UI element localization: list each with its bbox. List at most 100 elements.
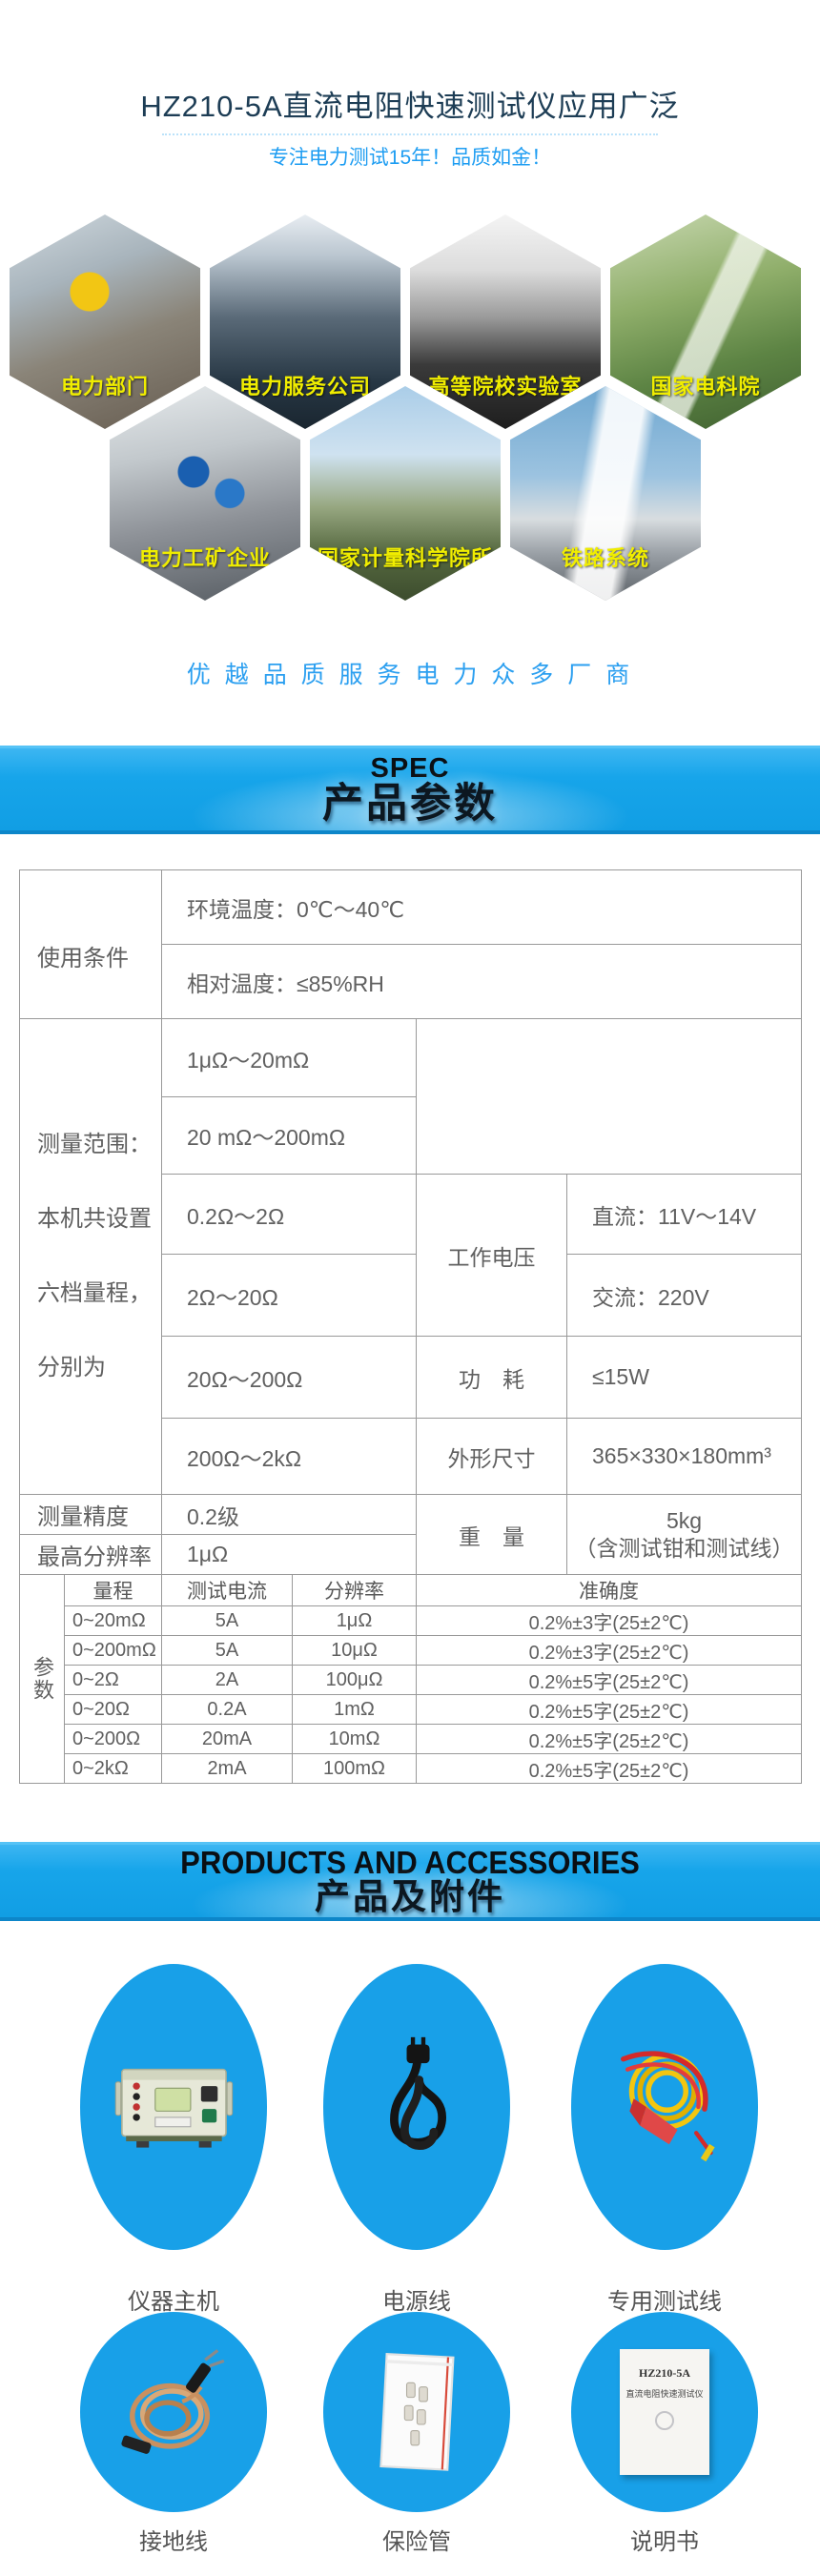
test-leads-image (620, 2051, 715, 2162)
range-value-4: 2Ω～20Ω (161, 1254, 417, 1337)
measure-range-line: 测量范围： (37, 1132, 152, 1157)
product-photo-manual: HZ210-5A 直流电阻快速测试仪 (571, 2312, 758, 2512)
cell-resolution: 1μΩ (292, 1605, 417, 1636)
cell-resolution: 100μΩ (292, 1665, 417, 1695)
power-label: 功 耗 (416, 1336, 567, 1419)
power-value: ≤15W (565, 1336, 803, 1419)
accuracy-label: 测量精度 (19, 1494, 162, 1535)
quality-tagline: 优 越 品 质 服 务 电 力 众 多 厂 商 (186, 662, 634, 688)
product-photo-fuses (323, 2312, 510, 2512)
cell-accuracy: 0.2%±5字(25±2℃) (416, 1694, 802, 1725)
table-row: 0~2Ω 2A 100μΩ 0.2%±5字(25±2℃) (20, 1665, 802, 1695)
env-temp-value: 环境温度：0℃～40℃ (160, 869, 803, 945)
cell-range: 0~2Ω (64, 1665, 162, 1695)
product-label-test-leads: 专用测试线 (607, 2289, 722, 2315)
cell-current: 2mA (161, 1753, 293, 1784)
product-label-power-cord: 电源线 (382, 2289, 451, 2315)
cell-range: 0~200mΩ (64, 1635, 162, 1666)
range-value-6: 200Ω～2kΩ (161, 1418, 417, 1495)
cell-range: 0~200Ω (64, 1724, 162, 1754)
hexagon-photo-power-department: 电力部门 (10, 215, 200, 429)
manual-subtitle: 直流电阻快速测试仪 (625, 2389, 704, 2399)
ground-wire-image (120, 2349, 224, 2454)
products-banner-cn: 产品及附件 (315, 1876, 505, 1916)
cell-resolution: 100mΩ (292, 1753, 417, 1784)
products-section-banner: PRODUCTS AND ACCESSORIES 产品及附件 (0, 1842, 820, 1921)
column-header-accuracy: 准确度 (416, 1574, 802, 1606)
hexagon-label: 电力工矿企业 (138, 546, 271, 570)
hexagon-photo-industrial-mining: 电力工矿企业 (110, 386, 300, 601)
weight-note: （含测试钳和测试线） (574, 1535, 794, 1561)
product-photo-test-leads (571, 1964, 758, 2250)
table-row: 0~200mΩ 5A 10μΩ 0.2%±3字(25±2℃) (20, 1635, 802, 1666)
dotted-divider (162, 133, 658, 135)
hexagon-label: 高等院校实验室 (428, 375, 583, 399)
range-value-3: 0.2Ω～2Ω (161, 1174, 417, 1255)
power-cord-image (389, 2036, 446, 2150)
column-header-range: 量程 (64, 1574, 162, 1606)
cell-current: 0.2A (161, 1694, 293, 1725)
cell-resolution: 10μΩ (292, 1635, 417, 1666)
product-label-ground-wire: 接地线 (139, 2529, 208, 2555)
weight-amount: 5kg (666, 1507, 703, 1533)
hexagon-label: 铁路系统 (561, 546, 649, 570)
cell-accuracy: 0.2%±5字(25±2℃) (416, 1724, 802, 1754)
usage-condition-label: 使用条件 (19, 869, 162, 1019)
measure-range-label: 测量范围： 本机共设置 六档量程， 分别为 (19, 1018, 162, 1495)
rel-humidity-value: 相对温度：≤85%RH (160, 944, 803, 1019)
dimension-label: 外形尺寸 (416, 1418, 567, 1495)
hexagon-label: 国家电科院 (650, 375, 761, 399)
hexagon-photo-metrology-institute: 国家计量科学院所 (310, 386, 501, 601)
cell-accuracy: 0.2%±5字(25±2℃) (416, 1665, 802, 1695)
parameters-table: 参数 量程 测试电流 分辨率 准确度 0~20mΩ 5A 1μΩ 0.2%±3字… (19, 1574, 802, 1784)
manual-title: HZ210-5A (639, 2366, 690, 2380)
product-photo-ground-wire (80, 2312, 267, 2512)
spec-banner-cn: 产品参数 (322, 780, 498, 827)
weight-value: 5kg （含测试钳和测试线） (565, 1494, 803, 1575)
resolution-value: 1μΩ (161, 1534, 417, 1575)
working-voltage-label: 工作电压 (416, 1174, 567, 1337)
manual-logo-icon (655, 2411, 674, 2430)
table-row: 0~20Ω 0.2A 1mΩ 0.2%±5字(25±2℃) (20, 1694, 802, 1725)
table-row: 0~20mΩ 5A 1μΩ 0.2%±3字(25±2℃) (20, 1605, 802, 1636)
measure-range-line: 本机共设置 (37, 1206, 152, 1232)
instrument-image (114, 2068, 233, 2148)
page-subtitle: 专注电力测试15年！品质如金！ (268, 147, 552, 169)
cell-current: 5A (161, 1605, 293, 1636)
cell-accuracy: 0.2%±5字(25±2℃) (416, 1753, 802, 1784)
range-value-5: 20Ω～200Ω (161, 1336, 417, 1419)
cell-current: 20mA (161, 1724, 293, 1754)
table-row: 0~2kΩ 2mA 100mΩ 0.2%±5字(25±2℃) (20, 1753, 802, 1784)
spec-section-banner: SPEC 产品参数 (0, 746, 820, 834)
spec-banner-en: SPEC (370, 753, 450, 785)
hexagon-label: 电力服务公司 (238, 375, 371, 399)
spec-table: 使用条件 环境温度：0℃～40℃ 相对温度：≤85%RH 测量范围： 本机共设置… (19, 869, 803, 1575)
hexagon-photo-power-service-company: 电力服务公司 (210, 215, 400, 429)
ac-voltage-value: 交流：220V (565, 1254, 803, 1337)
weight-label: 重 量 (416, 1494, 567, 1575)
fuses-image (379, 2353, 455, 2471)
cell-accuracy: 0.2%±3字(25±2℃) (416, 1635, 802, 1666)
column-header-test-current: 测试电流 (161, 1574, 293, 1606)
column-header-resolution: 分辨率 (292, 1574, 417, 1606)
dc-voltage-value: 直流：11V～14V (565, 1174, 803, 1255)
product-label-fuses: 保险管 (382, 2529, 451, 2555)
cell-current: 5A (161, 1635, 293, 1666)
product-label-main-unit: 仪器主机 (128, 2289, 219, 2315)
manual-booklet: HZ210-5A 直流电阻快速测试仪 (620, 2349, 709, 2475)
product-label-manual: 说明书 (630, 2529, 699, 2555)
cell-accuracy: 0.2%±3字(25±2℃) (416, 1605, 802, 1636)
product-photo-power-cord (323, 1964, 510, 2250)
hexagon-photo-epri: 国家电科院 (610, 215, 801, 429)
products-banner-en: PRODUCTS AND ACCESSORIES (180, 1844, 640, 1881)
hexagon-label: 国家计量科学院所 (317, 546, 493, 570)
cell-resolution: 10mΩ (292, 1724, 417, 1754)
hexagon-photo-university-laboratory: 高等院校实验室 (410, 215, 601, 429)
range-value-2: 20 mΩ～200mΩ (161, 1096, 417, 1175)
empty-cell (415, 1018, 803, 1175)
cell-range: 0~20mΩ (64, 1605, 162, 1636)
cell-range: 0~20Ω (64, 1694, 162, 1725)
hexagon-label: 电力部门 (60, 375, 149, 399)
table-row: 0~200Ω 20mA 10mΩ 0.2%±5字(25±2℃) (20, 1724, 802, 1754)
